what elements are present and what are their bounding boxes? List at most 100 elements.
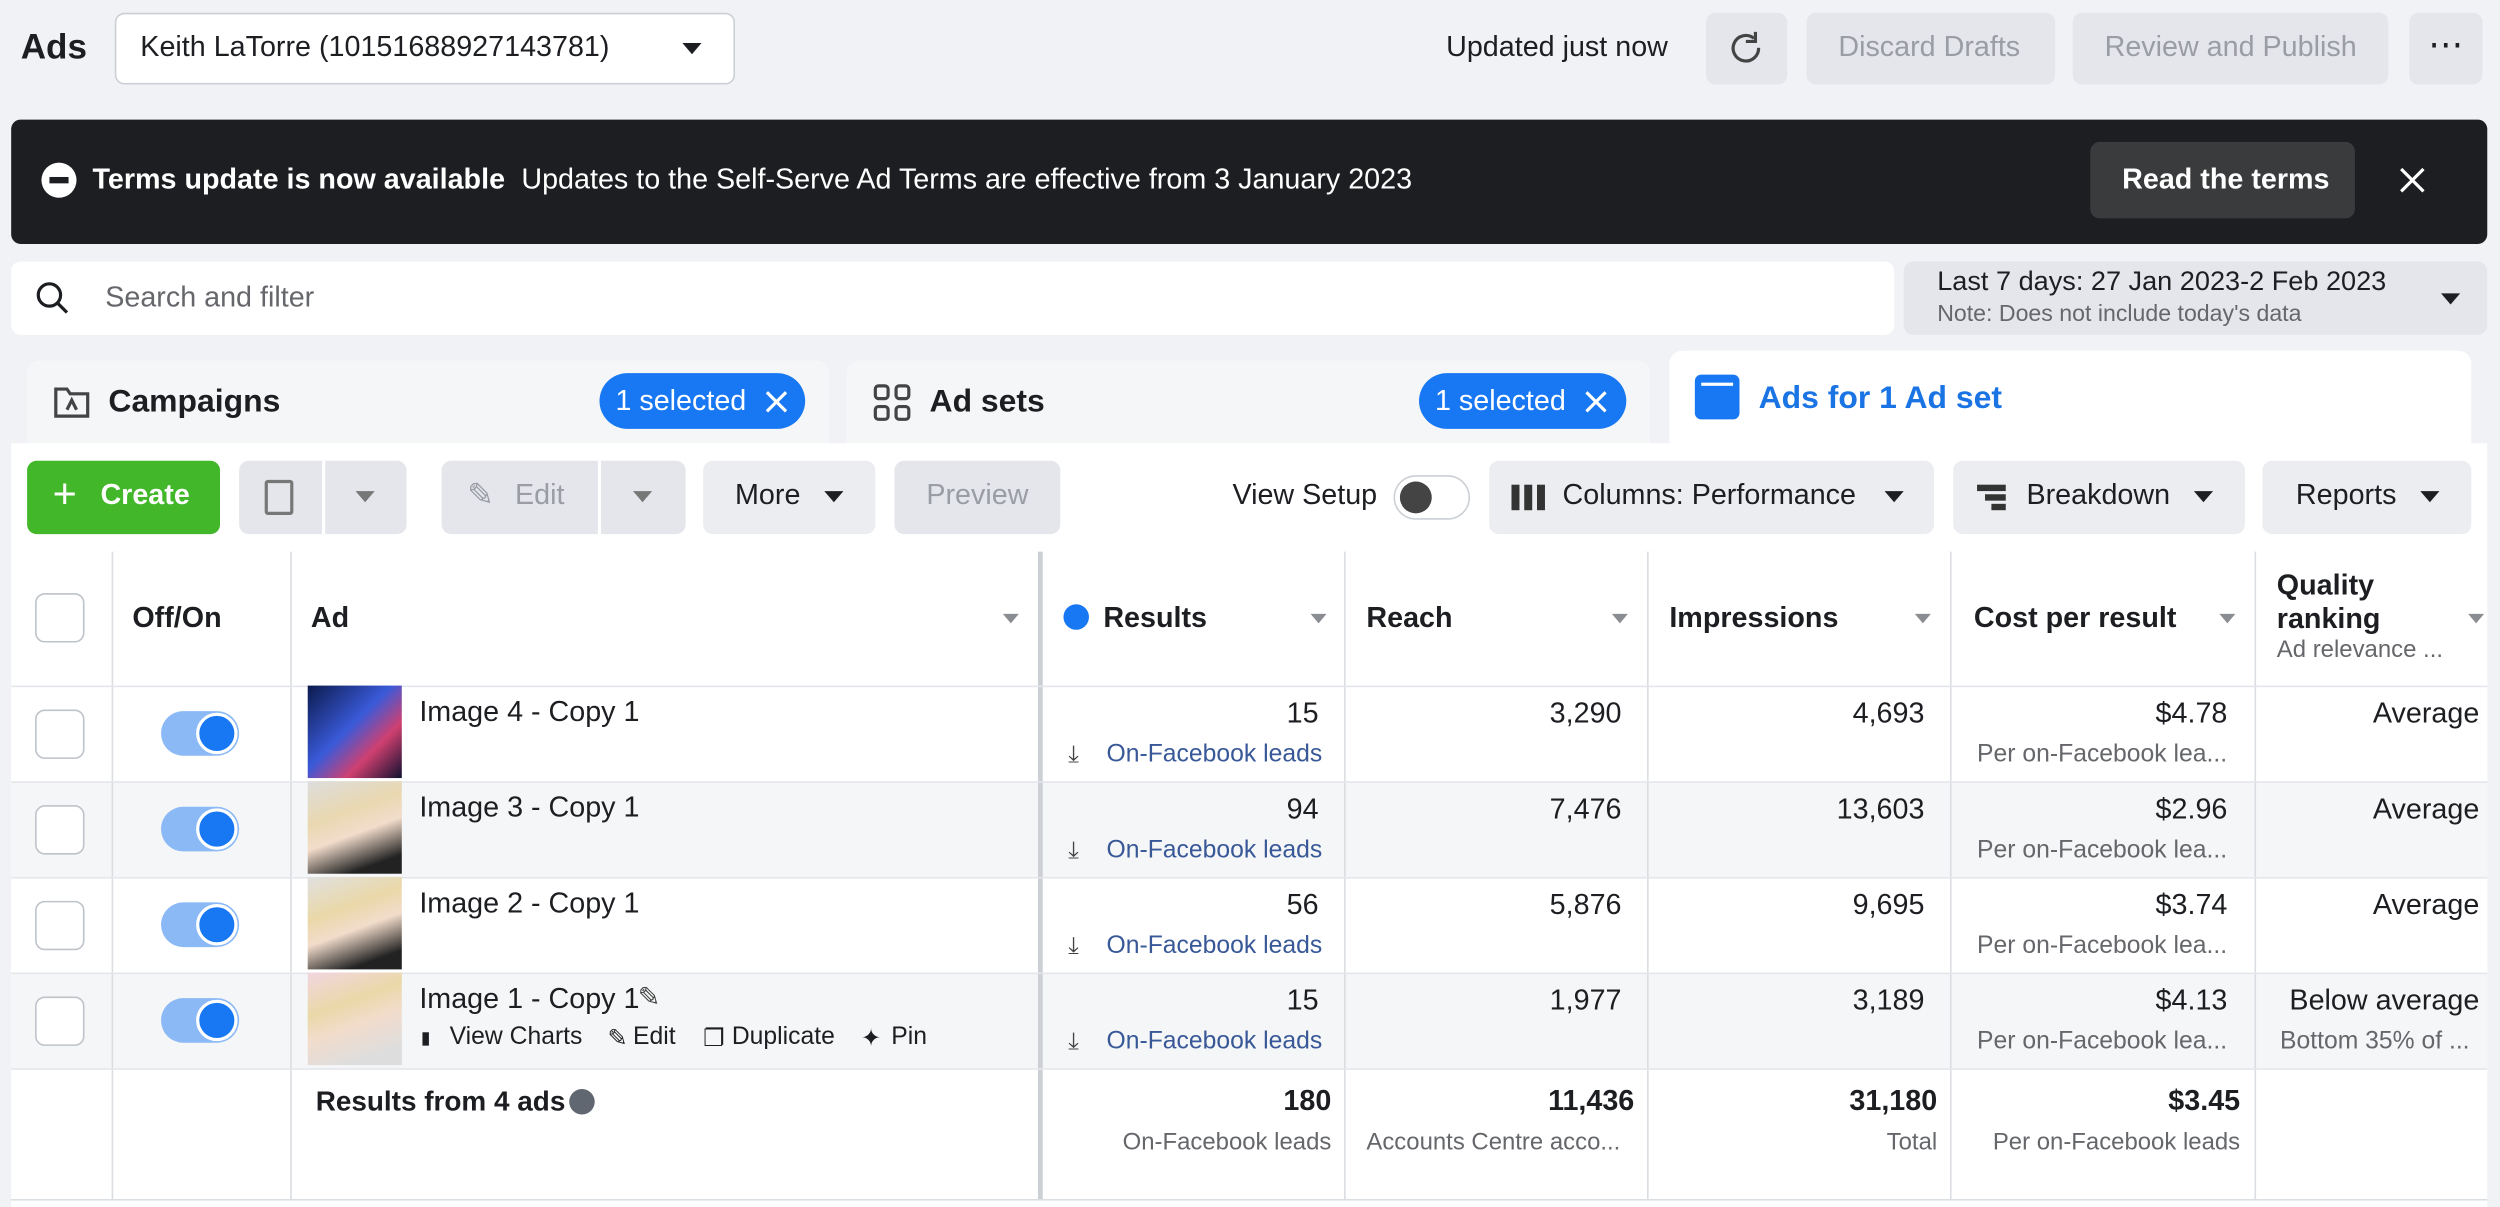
- caret: [824, 491, 844, 503]
- refresh-icon: [1731, 31, 1761, 63]
- results-value: 94: [1286, 792, 1319, 825]
- totals-results: 180: [1283, 1084, 1332, 1117]
- impressions-value: 9,695: [1852, 888, 1925, 921]
- ads-tab[interactable]: [1669, 350, 2472, 450]
- info-icon: [569, 1088, 595, 1115]
- ad-name: Image 2 - Copy 1: [419, 886, 640, 919]
- preview-button[interactable]: [894, 460, 1061, 535]
- quality-value: Average: [2372, 697, 2480, 729]
- row-action[interactable]: Edit: [632, 1023, 676, 1051]
- table-row: [11, 781, 2488, 877]
- row-checkbox[interactable]: [35, 805, 85, 855]
- more-button[interactable]: [703, 460, 876, 535]
- cost-value: $2.96: [2155, 792, 2228, 825]
- column-subheader: Ad relevance ...: [2276, 636, 2443, 664]
- review-button[interactable]: [2072, 12, 2389, 85]
- close-banner[interactable]: [2398, 166, 2427, 195]
- totals-cost: $3.45: [2168, 1084, 2241, 1117]
- sort-caret: [2468, 613, 2485, 624]
- tab-label: Ad sets: [929, 384, 1045, 420]
- preview-label: Preview: [926, 478, 1029, 511]
- toggle-knob: [196, 808, 238, 850]
- refresh-button[interactable]: [1706, 12, 1788, 85]
- discard-label: Discard Drafts: [1838, 30, 2021, 63]
- duplicate-button[interactable]: [239, 460, 407, 535]
- account-name: Keith LaTorre (10151688927143781): [140, 30, 610, 63]
- row-divider: [11, 781, 2488, 783]
- column-divider: [2254, 551, 2257, 1199]
- caret: [2441, 293, 2461, 305]
- search-box[interactable]: [11, 261, 1895, 335]
- ad-name: Image 1 - Copy 1: [419, 982, 640, 1015]
- sort-caret: [1914, 613, 1931, 624]
- read-terms-button[interactable]: [2090, 141, 2355, 219]
- select-all-checkbox[interactable]: [35, 593, 85, 643]
- row-checkbox[interactable]: [35, 709, 85, 759]
- tab-label: Ads for 1 Ad set: [1758, 381, 2002, 417]
- table-row: [11, 876, 2488, 973]
- date-range: Last 7 days: 27 Jan 2023-2 Feb 2023: [1937, 265, 2387, 297]
- sort-caret: [1002, 613, 1019, 624]
- download-icon: ⤓: [1068, 741, 1079, 769]
- row-checkbox[interactable]: [35, 996, 85, 1046]
- search-icon: [36, 282, 69, 314]
- caret: [2420, 491, 2440, 503]
- create-button[interactable]: [27, 460, 221, 535]
- banner-title: Terms update is now available: [92, 162, 506, 195]
- edit-label: Edit: [514, 478, 565, 511]
- row-divider: [11, 1198, 2488, 1201]
- breakdown-label: Breakdown: [2026, 478, 2171, 511]
- row-checkbox[interactable]: [35, 900, 85, 951]
- clear-selection[interactable]: [1585, 391, 1607, 413]
- badge-label: 1 selected: [615, 384, 747, 417]
- column-header[interactable]: Quality ranking: [2276, 569, 2381, 635]
- date-picker[interactable]: [1903, 261, 2488, 335]
- row-action[interactable]: View Charts: [449, 1023, 583, 1051]
- quality-note: Bottom 35% of ...: [2279, 1027, 2470, 1056]
- download-icon: ⤓: [1068, 1028, 1079, 1056]
- caret: [682, 43, 702, 55]
- caret: [355, 491, 375, 503]
- banner-icon: [41, 162, 77, 198]
- discard-button[interactable]: [1806, 12, 2056, 85]
- column-header[interactable]: Impressions: [1669, 601, 1839, 634]
- column-header[interactable]: Off/On: [132, 601, 222, 634]
- reach-value: 1,977: [1549, 984, 1622, 1016]
- impressions-value: 13,603: [1836, 792, 1925, 825]
- download-icon: ⤓: [1068, 932, 1079, 960]
- column-header[interactable]: Results: [1103, 601, 1208, 634]
- view-setup-toggle[interactable]: [1393, 475, 1471, 520]
- column-header[interactable]: Ad: [310, 601, 350, 634]
- download-icon: ⤓: [1068, 837, 1079, 865]
- toggle-knob: [196, 999, 238, 1042]
- clear-selection[interactable]: [765, 391, 788, 413]
- grid-icon: [873, 384, 911, 421]
- sort-caret: [1310, 613, 1327, 624]
- row-divider: [11, 972, 2488, 975]
- row-action[interactable]: Pin: [891, 1023, 927, 1051]
- ad-thumbnail: [307, 781, 402, 874]
- caret: [632, 491, 653, 503]
- row-divider: [11, 1068, 2488, 1070]
- reach-value: 3,290: [1549, 697, 1622, 729]
- selected-badge[interactable]: [599, 373, 806, 429]
- result-type: On-Facebook leads: [1106, 932, 1323, 960]
- totals-note: On-Facebook leads: [1122, 1128, 1332, 1156]
- ad-thumbnail: [307, 685, 402, 779]
- ad-name: Image 3 - Copy 1: [419, 791, 640, 824]
- column-divider: [1647, 551, 1649, 1199]
- column-header[interactable]: Cost per result: [1973, 601, 2177, 634]
- more-menu[interactable]: ⋯: [2409, 12, 2483, 85]
- search-placeholder: Search and filter: [105, 280, 315, 313]
- info-icon: [1063, 604, 1089, 630]
- account-selector[interactable]: [114, 12, 736, 85]
- row-divider: [11, 876, 2488, 879]
- action-icon: ✎: [607, 1025, 628, 1053]
- cost-note: Per on-Facebook lea...: [1977, 1027, 2228, 1056]
- column-header[interactable]: Reach: [1366, 601, 1453, 634]
- table-row: [11, 685, 2488, 782]
- row-action[interactable]: Duplicate: [731, 1023, 835, 1051]
- columns-button[interactable]: [1489, 460, 1935, 535]
- selected-badge[interactable]: [1419, 373, 1627, 429]
